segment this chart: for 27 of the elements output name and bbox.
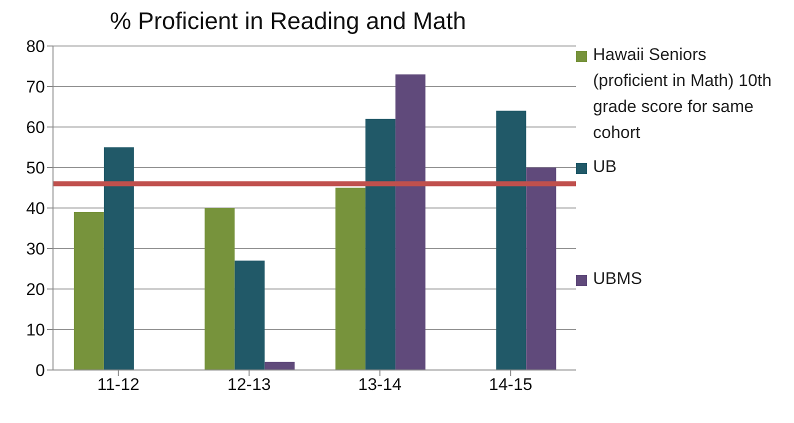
bar	[74, 212, 104, 370]
y-tick-label: 80	[26, 37, 45, 56]
y-tick-label: 30	[26, 240, 45, 259]
bar	[335, 188, 366, 370]
legend-label: UB	[593, 156, 617, 178]
y-tick-label: 40	[26, 199, 45, 218]
x-tick-label: 12-13	[227, 375, 271, 394]
y-tick-label: 70	[26, 78, 45, 97]
bar	[104, 147, 134, 370]
bar	[496, 110, 526, 370]
bar	[234, 260, 265, 370]
x-tick-label: 13-14	[358, 375, 402, 394]
bar	[264, 362, 295, 370]
y-tick-label: 10	[26, 320, 45, 340]
y-tick-label: 20	[26, 280, 45, 300]
legend-label: Hawaii Seniors (proficient in Math) 10th grade score for same cohort	[593, 44, 773, 144]
x-tick-label: 14-15	[488, 375, 532, 394]
bar	[395, 74, 426, 370]
bar	[365, 118, 396, 370]
chart-title: % Proficient in Reading and Math	[108, 8, 468, 36]
bar	[526, 168, 556, 370]
y-tick-label: 50	[26, 158, 45, 178]
y-tick-label: 0	[36, 361, 45, 380]
y-tick-label: 60	[26, 118, 45, 138]
x-tick-label: 11-12	[97, 375, 140, 394]
bar	[204, 208, 235, 370]
legend-label: UBMS	[593, 268, 642, 290]
